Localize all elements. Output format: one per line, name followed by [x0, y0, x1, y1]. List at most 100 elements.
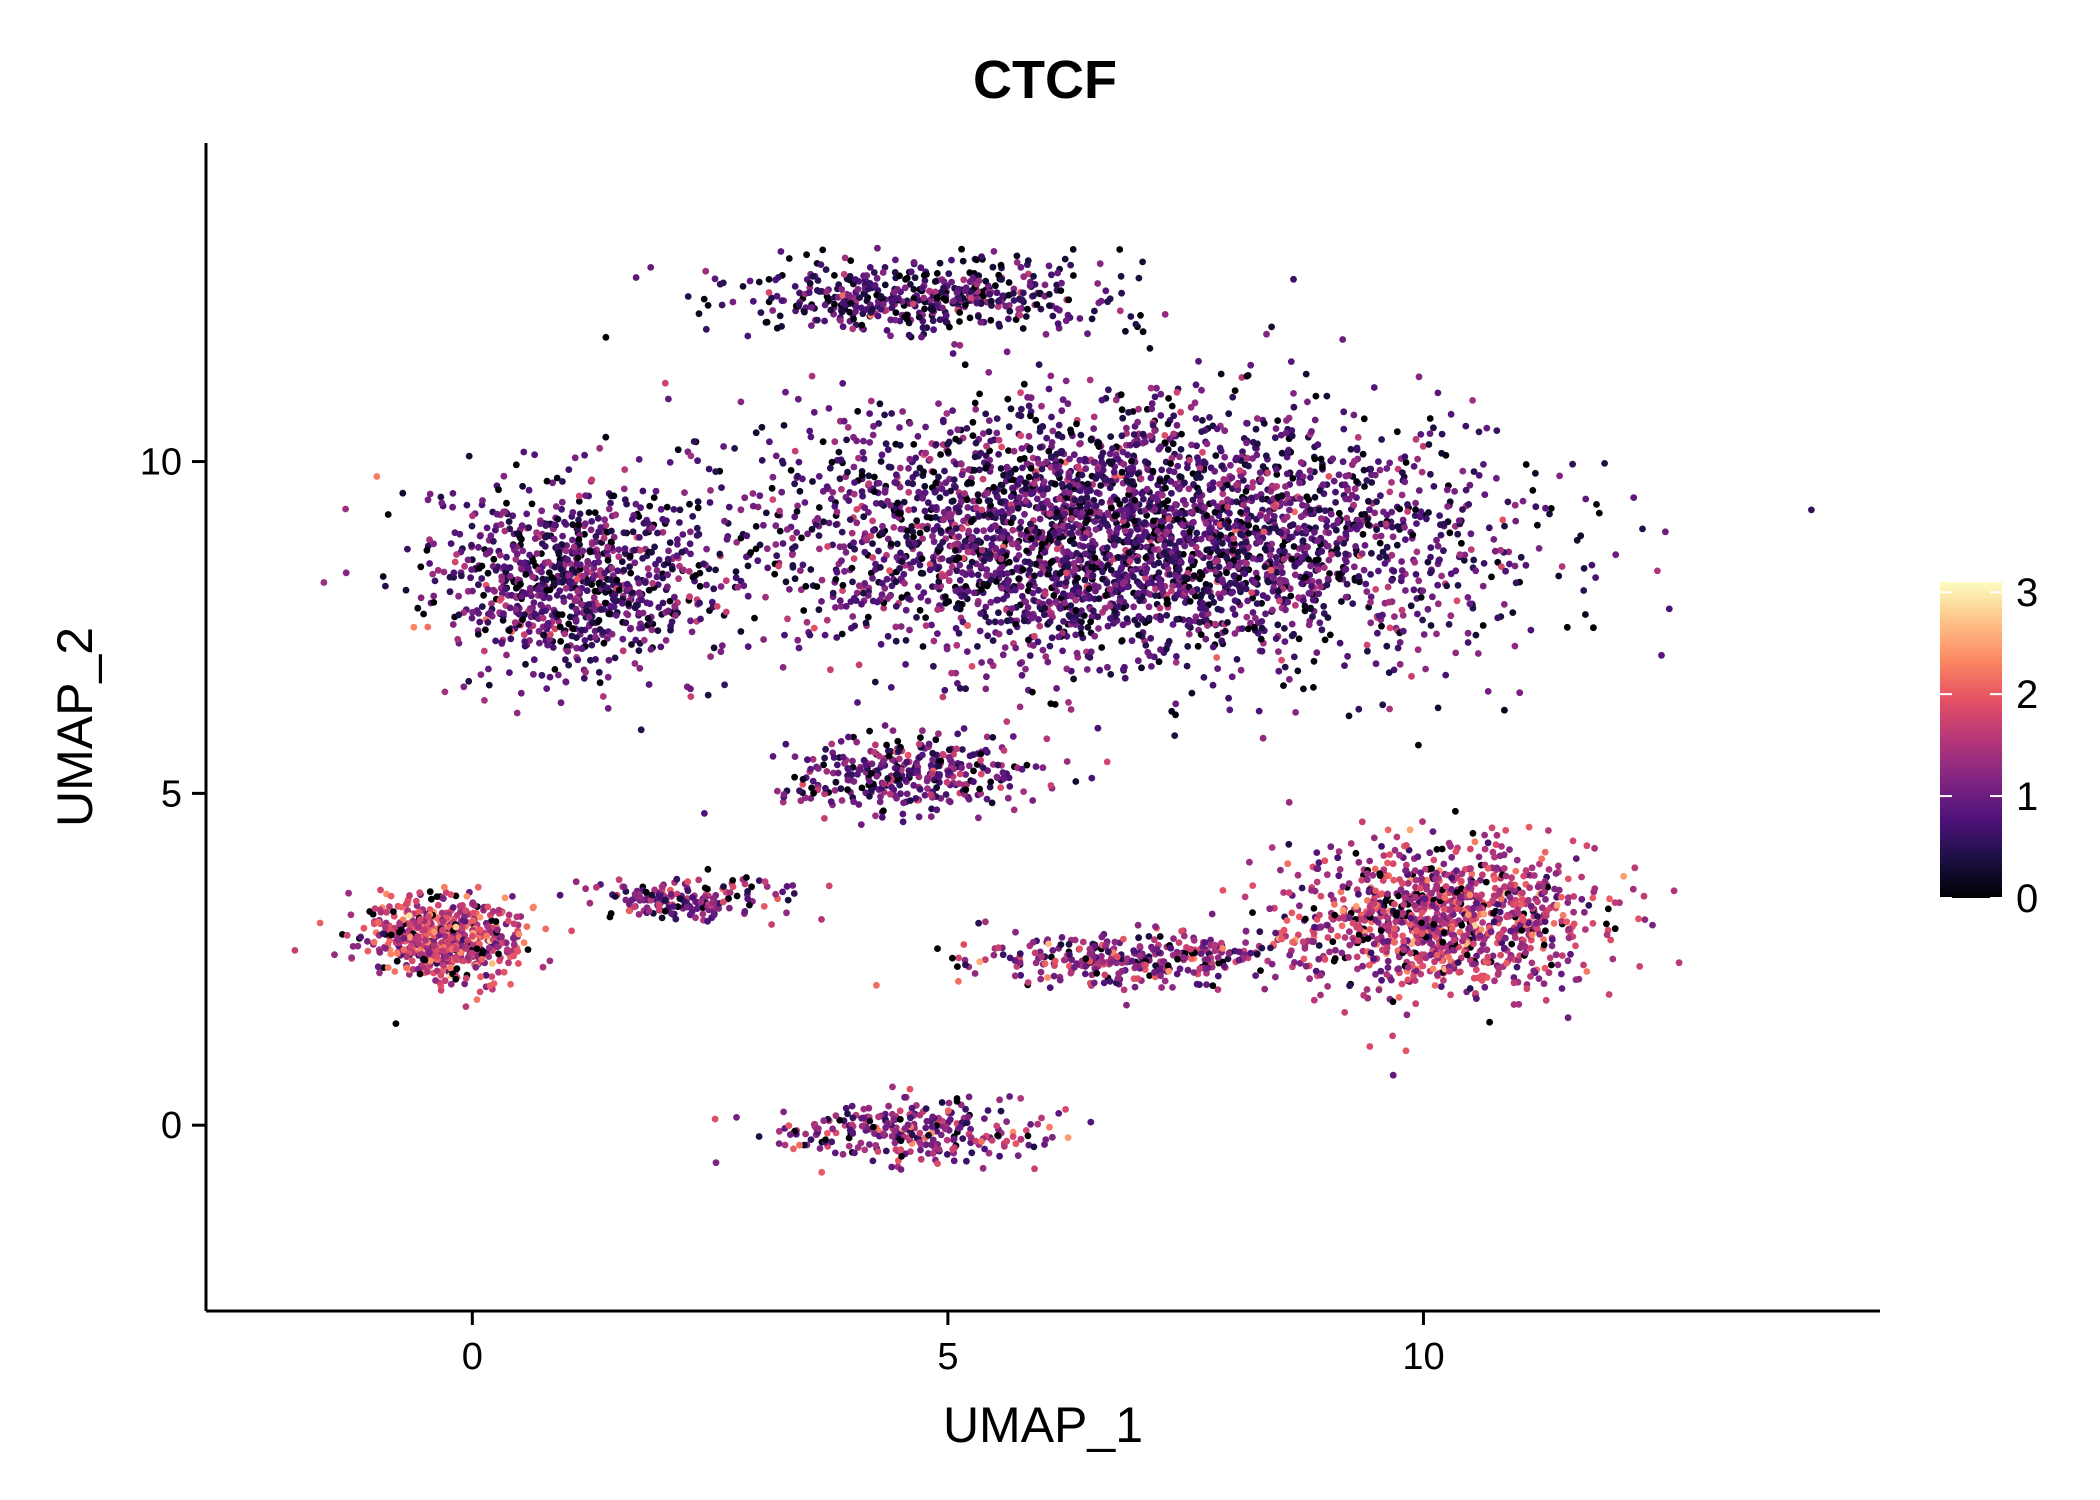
scatter-point	[935, 400, 942, 407]
scatter-point	[582, 492, 589, 499]
scatter-point	[1058, 407, 1066, 415]
scatter-point	[754, 557, 762, 565]
scatter-point	[974, 600, 982, 608]
scatter-point	[814, 316, 821, 324]
scatter-point	[1075, 556, 1082, 564]
scatter-point	[1064, 548, 1071, 555]
scatter-point	[1092, 475, 1100, 482]
scatter-point	[522, 571, 530, 578]
scatter-point	[1077, 431, 1085, 439]
scatter-point	[1343, 580, 1351, 588]
scatter-point	[627, 569, 635, 577]
scatter-point	[884, 632, 892, 640]
scatter-point	[1035, 460, 1042, 467]
scatter-point	[1192, 381, 1200, 389]
scatter-point	[1239, 532, 1246, 539]
scatter-point	[952, 435, 960, 443]
scatter-point	[963, 425, 971, 432]
scatter-point	[474, 631, 482, 638]
scatter-point	[1062, 579, 1070, 586]
scatter-point	[1417, 431, 1425, 438]
scatter-point	[860, 437, 867, 445]
scatter-point	[555, 671, 562, 679]
scatter-point	[1451, 488, 1458, 495]
scatter-point	[929, 317, 937, 325]
scatter-point	[1156, 502, 1164, 510]
scatter-point	[1119, 414, 1127, 422]
scatter-point	[1126, 557, 1134, 565]
scatter-point	[1364, 521, 1372, 529]
scatter-point	[1219, 490, 1227, 498]
scatter-point	[518, 565, 526, 573]
scatter-point	[953, 289, 961, 297]
scatter-point	[1325, 473, 1333, 480]
scatter-point	[921, 507, 929, 515]
scatter-point	[846, 308, 853, 316]
scatter-point	[852, 276, 859, 283]
scatter-point	[1161, 432, 1169, 439]
scatter-point	[495, 486, 502, 494]
scatter-point	[530, 670, 537, 678]
scatter-point	[704, 302, 712, 309]
scatter-point	[1324, 575, 1332, 583]
scatter-point	[1131, 517, 1139, 525]
scatter-point	[905, 595, 912, 602]
scatter-point	[638, 624, 646, 632]
scatter-point	[849, 325, 857, 333]
scatter-point	[1069, 246, 1077, 253]
scatter-point	[1094, 465, 1102, 473]
scatter-point	[1425, 509, 1432, 516]
scatter-point	[779, 540, 787, 547]
scatter-point	[936, 494, 944, 501]
scatter-point	[971, 466, 978, 474]
scatter-point	[1415, 487, 1423, 494]
scatter-point	[766, 438, 773, 446]
scatter-point	[1201, 530, 1209, 538]
scatter-point	[1049, 312, 1057, 320]
scatter-point	[1233, 454, 1240, 462]
scatter-point	[1298, 580, 1306, 587]
scatter-point	[910, 259, 918, 266]
scatter-point	[1084, 624, 1092, 631]
scatter-point	[1212, 558, 1219, 566]
scatter-point	[794, 395, 802, 403]
scatter-point	[1017, 432, 1025, 440]
scatter-point	[579, 572, 586, 580]
scatter-point	[1256, 555, 1264, 563]
scatter-point	[595, 616, 603, 624]
scatter-point	[634, 601, 641, 609]
scatter-point	[1206, 525, 1213, 533]
scatter-point	[867, 397, 875, 405]
scatter-point	[986, 497, 994, 505]
scatter-point	[808, 372, 816, 380]
scatter-point	[1249, 479, 1257, 486]
scatter-point	[1032, 472, 1040, 479]
scatter-point	[637, 504, 644, 512]
scatter-point	[1389, 533, 1397, 541]
scatter-point	[896, 464, 904, 472]
scatter-point	[836, 475, 844, 483]
scatter-point	[952, 604, 960, 612]
scatter-point	[1029, 614, 1036, 622]
scatter-point	[1010, 447, 1018, 455]
scatter-point	[1041, 604, 1049, 612]
scatter-point	[961, 537, 969, 545]
scatter-point	[1091, 632, 1099, 640]
scatter-point	[1100, 517, 1108, 525]
scatter-point	[1371, 471, 1379, 479]
scatter-point	[485, 681, 493, 689]
scatter-point	[1433, 630, 1440, 638]
scatter-point	[1249, 609, 1257, 616]
scatter-point	[997, 261, 1005, 269]
scatter-point	[946, 569, 953, 577]
scatter-point	[1272, 554, 1280, 561]
scatter-point	[1092, 526, 1100, 533]
scatter-point	[739, 283, 747, 290]
scatter-point	[1137, 475, 1145, 483]
scatter-point	[910, 558, 917, 566]
scatter-point	[1414, 646, 1422, 654]
scatter-point	[1022, 313, 1030, 320]
scatter-point	[566, 593, 574, 600]
scatter-point	[995, 297, 1002, 305]
scatter-point	[1288, 427, 1296, 434]
